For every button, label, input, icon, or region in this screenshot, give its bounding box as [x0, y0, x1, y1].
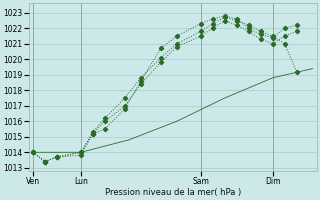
X-axis label: Pression niveau de la mer( hPa ): Pression niveau de la mer( hPa ) — [105, 188, 241, 197]
